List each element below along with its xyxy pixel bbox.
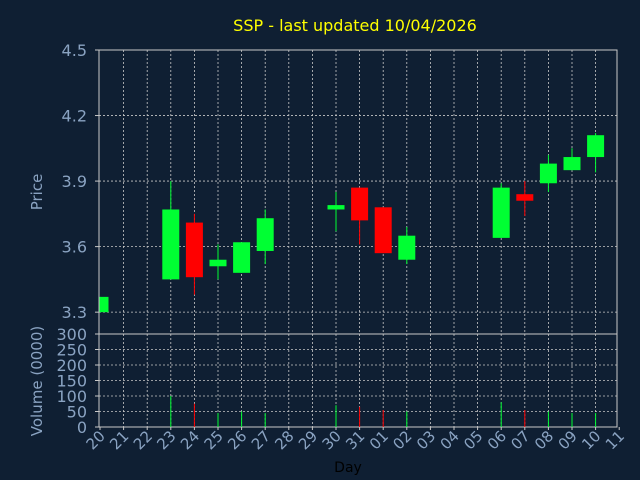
candle	[398, 226, 416, 265]
x-tick-label: 11	[602, 427, 628, 453]
x-tick-label: 29	[295, 427, 321, 453]
volume-y-tick-label: 0	[77, 418, 87, 437]
x-tick-label: 10	[578, 427, 604, 453]
candles	[99, 133, 605, 313]
candle-body	[209, 259, 227, 267]
candle-body	[563, 157, 581, 171]
price-y-tick-label: 4.2	[62, 107, 87, 126]
volume-y-tick-label: 200	[56, 356, 87, 375]
candle	[99, 296, 109, 313]
candle	[374, 207, 392, 254]
price-y-axis-label: Price	[28, 174, 46, 211]
candle	[327, 192, 345, 232]
x-tick-label: 09	[555, 427, 581, 453]
x-tick-label: 21	[106, 427, 132, 453]
candle-body	[539, 163, 557, 184]
candle	[256, 209, 274, 265]
price-y-tick-label: 4.5	[62, 41, 87, 60]
x-tick-label: 05	[460, 427, 486, 453]
candle-body	[492, 187, 510, 238]
candle-body	[162, 209, 180, 280]
x-axis-ticks: 2021222324252627282930310102030405060708…	[83, 427, 628, 453]
candle-body	[233, 242, 251, 273]
candle	[209, 244, 227, 280]
candle-body	[516, 194, 534, 201]
x-tick-label: 02	[389, 427, 415, 453]
candle	[233, 242, 251, 273]
candle-body	[374, 207, 392, 254]
candle-body	[185, 222, 203, 278]
x-tick-label: 01	[366, 427, 392, 453]
candle	[185, 213, 203, 295]
x-tick-label: 26	[224, 427, 250, 453]
candle	[492, 183, 510, 238]
price-y-tick-label: 3.6	[62, 238, 87, 257]
x-tick-label: 06	[484, 427, 510, 453]
volume-y-tick-label: 300	[56, 325, 87, 344]
x-tick-label: 25	[201, 427, 227, 453]
x-tick-label: 30	[319, 427, 345, 453]
volume-grid	[99, 334, 617, 427]
x-tick-label: 08	[531, 427, 557, 453]
candle	[351, 187, 369, 245]
price-y-tick-label: 3.3	[62, 303, 87, 322]
candle-body	[398, 235, 416, 260]
price-panel: 3.3 3.6 3.9 4.2 4.5 Price	[28, 41, 618, 335]
volume-y-tick-label: 150	[56, 372, 87, 391]
chart-title: SSP - last updated 10/04/2026	[233, 16, 477, 35]
x-tick-label: 31	[342, 427, 368, 453]
candle-body	[100, 296, 109, 313]
price-y-tick-label: 3.9	[62, 172, 87, 191]
candle	[162, 181, 180, 280]
candle	[587, 133, 605, 173]
candle-body	[587, 135, 605, 158]
x-tick-label: 03	[413, 427, 439, 453]
volume-y-tick-label: 100	[56, 387, 87, 406]
x-tick-label: 22	[130, 427, 156, 453]
x-axis-label: Day	[334, 460, 362, 476]
x-tick-label: 27	[248, 427, 274, 453]
volume-y-axis-label: Volume (0000)	[28, 326, 46, 436]
candle	[563, 148, 581, 171]
x-tick-label: 28	[271, 427, 297, 453]
candle-body	[327, 205, 345, 210]
price-y-ticks: 3.3 3.6 3.9 4.2 4.5	[62, 41, 99, 322]
candle-body	[351, 187, 369, 221]
x-tick-label: 23	[153, 427, 179, 453]
candle	[516, 181, 534, 217]
volume-y-tick-label: 50	[67, 403, 87, 422]
x-tick-label: 07	[507, 427, 533, 453]
x-tick-label: 24	[177, 427, 203, 453]
x-tick-label: 04	[437, 427, 463, 453]
volume-y-tick-label: 250	[56, 341, 87, 360]
candle-body	[256, 218, 274, 251]
volume-bars	[170, 396, 597, 427]
candle	[539, 154, 557, 192]
